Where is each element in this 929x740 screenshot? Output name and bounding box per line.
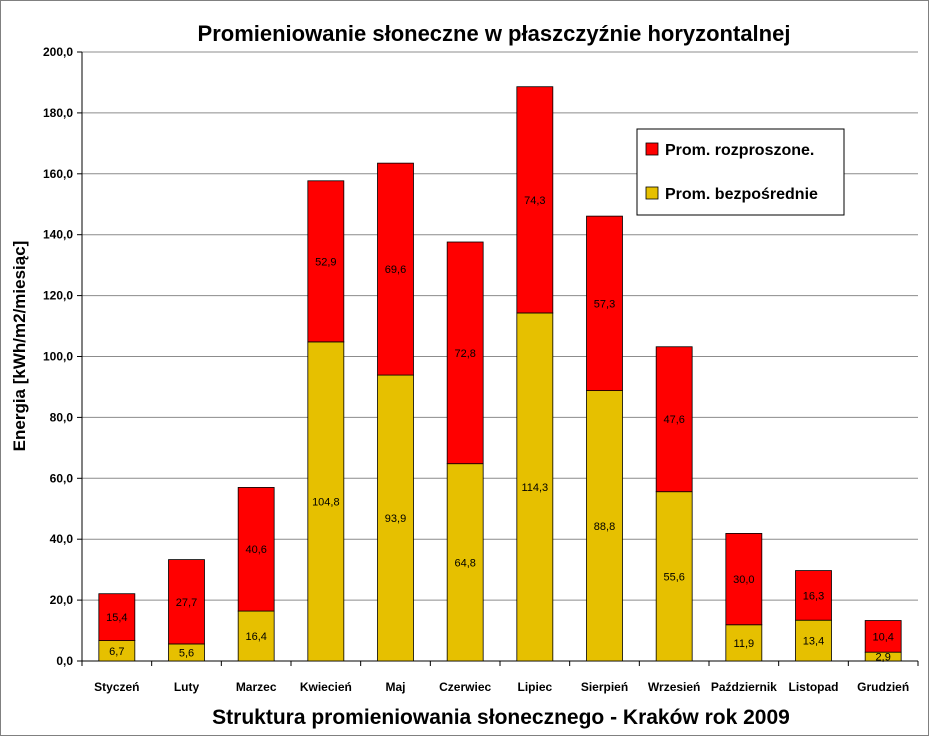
y-tick-label: 100,0 (43, 350, 73, 364)
y-tick-label: 120,0 (43, 289, 73, 303)
x-tick-label: Październik (711, 680, 777, 694)
data-label: 47,6 (663, 414, 684, 426)
bar-direct (516, 312, 554, 662)
legend-swatch (645, 186, 659, 200)
x-tick-label: Marzec (236, 680, 277, 694)
bar-diffuse (586, 215, 623, 392)
y-tick-label: 180,0 (43, 106, 73, 120)
legend-label: Prom. bezpośrednie (665, 186, 818, 203)
y-axis-ticks: 0,0 20,0 40,0 60,0 80,0 100,0 120,0 140,0 160,0 1… (43, 45, 73, 668)
y-tick-label: 200,0 (43, 45, 73, 59)
bar-diffuse (377, 162, 414, 376)
data-label: 16,3 (803, 590, 824, 602)
x-tick-label: Grudzień (857, 680, 909, 694)
legend-box (636, 128, 845, 216)
y-axis-label: Energia [kWh/m2/miesiąc] (10, 241, 29, 452)
data-label: 15,4 (106, 612, 127, 624)
data-label: 114,3 (521, 482, 548, 494)
chart-title: Promieniowanie słoneczne w płaszczyźnie … (198, 21, 791, 46)
bar-diffuse (446, 241, 484, 465)
data-label: 27,7 (176, 597, 197, 609)
data-label: 11,9 (734, 638, 755, 650)
data-label: 104,8 (312, 496, 340, 508)
bar-direct (655, 491, 693, 662)
bars: 6,7 15,4 5,6 27,7 16,4 40,6 104,8 52,9 93,9 69,6 6… (98, 86, 902, 664)
bar-direct (586, 390, 623, 662)
bar-direct (307, 341, 345, 662)
bar-diffuse (864, 620, 902, 653)
data-label: 64,8 (454, 557, 475, 569)
data-label: 10,4 (872, 631, 893, 643)
bar-diffuse (237, 487, 275, 612)
x-tick-label: Lipiec (517, 680, 552, 694)
x-tick-label: Listopad (789, 680, 839, 694)
data-label: 40,6 (245, 544, 266, 556)
bar-direct (725, 624, 763, 662)
bar-direct (446, 463, 484, 662)
y-tick-label: 0,0 (56, 654, 73, 668)
data-label: 16,4 (245, 631, 266, 643)
data-label: 57,3 (594, 298, 615, 310)
data-label: 93,9 (385, 513, 406, 525)
legend-swatch (645, 142, 659, 156)
data-label: 72,8 (454, 348, 475, 360)
y-tick-label: 40,0 (50, 532, 74, 546)
legend-label: Prom. rozproszone. (665, 142, 814, 159)
x-tick-label: Luty (174, 680, 200, 694)
data-label: 6,7 (109, 646, 124, 658)
bar-diffuse (725, 533, 763, 626)
bar-diffuse (98, 593, 136, 641)
chart-subtitle: Struktura promieniowania słonecznego - K… (212, 706, 790, 729)
data-label: 2,9 (876, 652, 891, 664)
bar-diffuse (655, 346, 693, 493)
y-tick-label: 60,0 (50, 471, 74, 485)
data-label: 13,4 (803, 636, 824, 648)
data-label: 30,0 (733, 574, 754, 586)
bar-diffuse (795, 570, 832, 621)
data-label: 52,9 (315, 256, 336, 268)
bar-diffuse (307, 180, 345, 343)
data-label: 88,8 (594, 521, 615, 533)
legend: Prom. rozproszone. Prom. bezpośrednie (636, 128, 845, 216)
y-tick-label: 20,0 (50, 593, 74, 607)
data-label: 69,6 (385, 264, 406, 276)
bar-diffuse (168, 559, 205, 645)
x-tick-label: Czerwiec (439, 680, 491, 694)
x-tick-label: Sierpień (581, 680, 628, 694)
bar-diffuse (516, 86, 554, 314)
bar-direct (377, 374, 414, 662)
y-tick-label: 160,0 (43, 167, 73, 181)
data-label: 74,3 (524, 195, 545, 207)
x-tick-label: Kwiecień (300, 680, 352, 694)
x-tick-label: Wrzesień (648, 680, 700, 694)
x-axis-ticks: Styczeń Luty Marzec Kwiecień Maj Czerwiec Lipi… (81, 661, 919, 694)
bar-direct (237, 610, 275, 662)
x-tick-label: Styczeń (94, 680, 139, 694)
data-label: 5,6 (179, 647, 194, 659)
data-label: 55,6 (663, 571, 684, 583)
y-tick-label: 140,0 (43, 228, 73, 242)
y-tick-label: 80,0 (50, 410, 74, 424)
x-tick-label: Maj (385, 680, 405, 694)
